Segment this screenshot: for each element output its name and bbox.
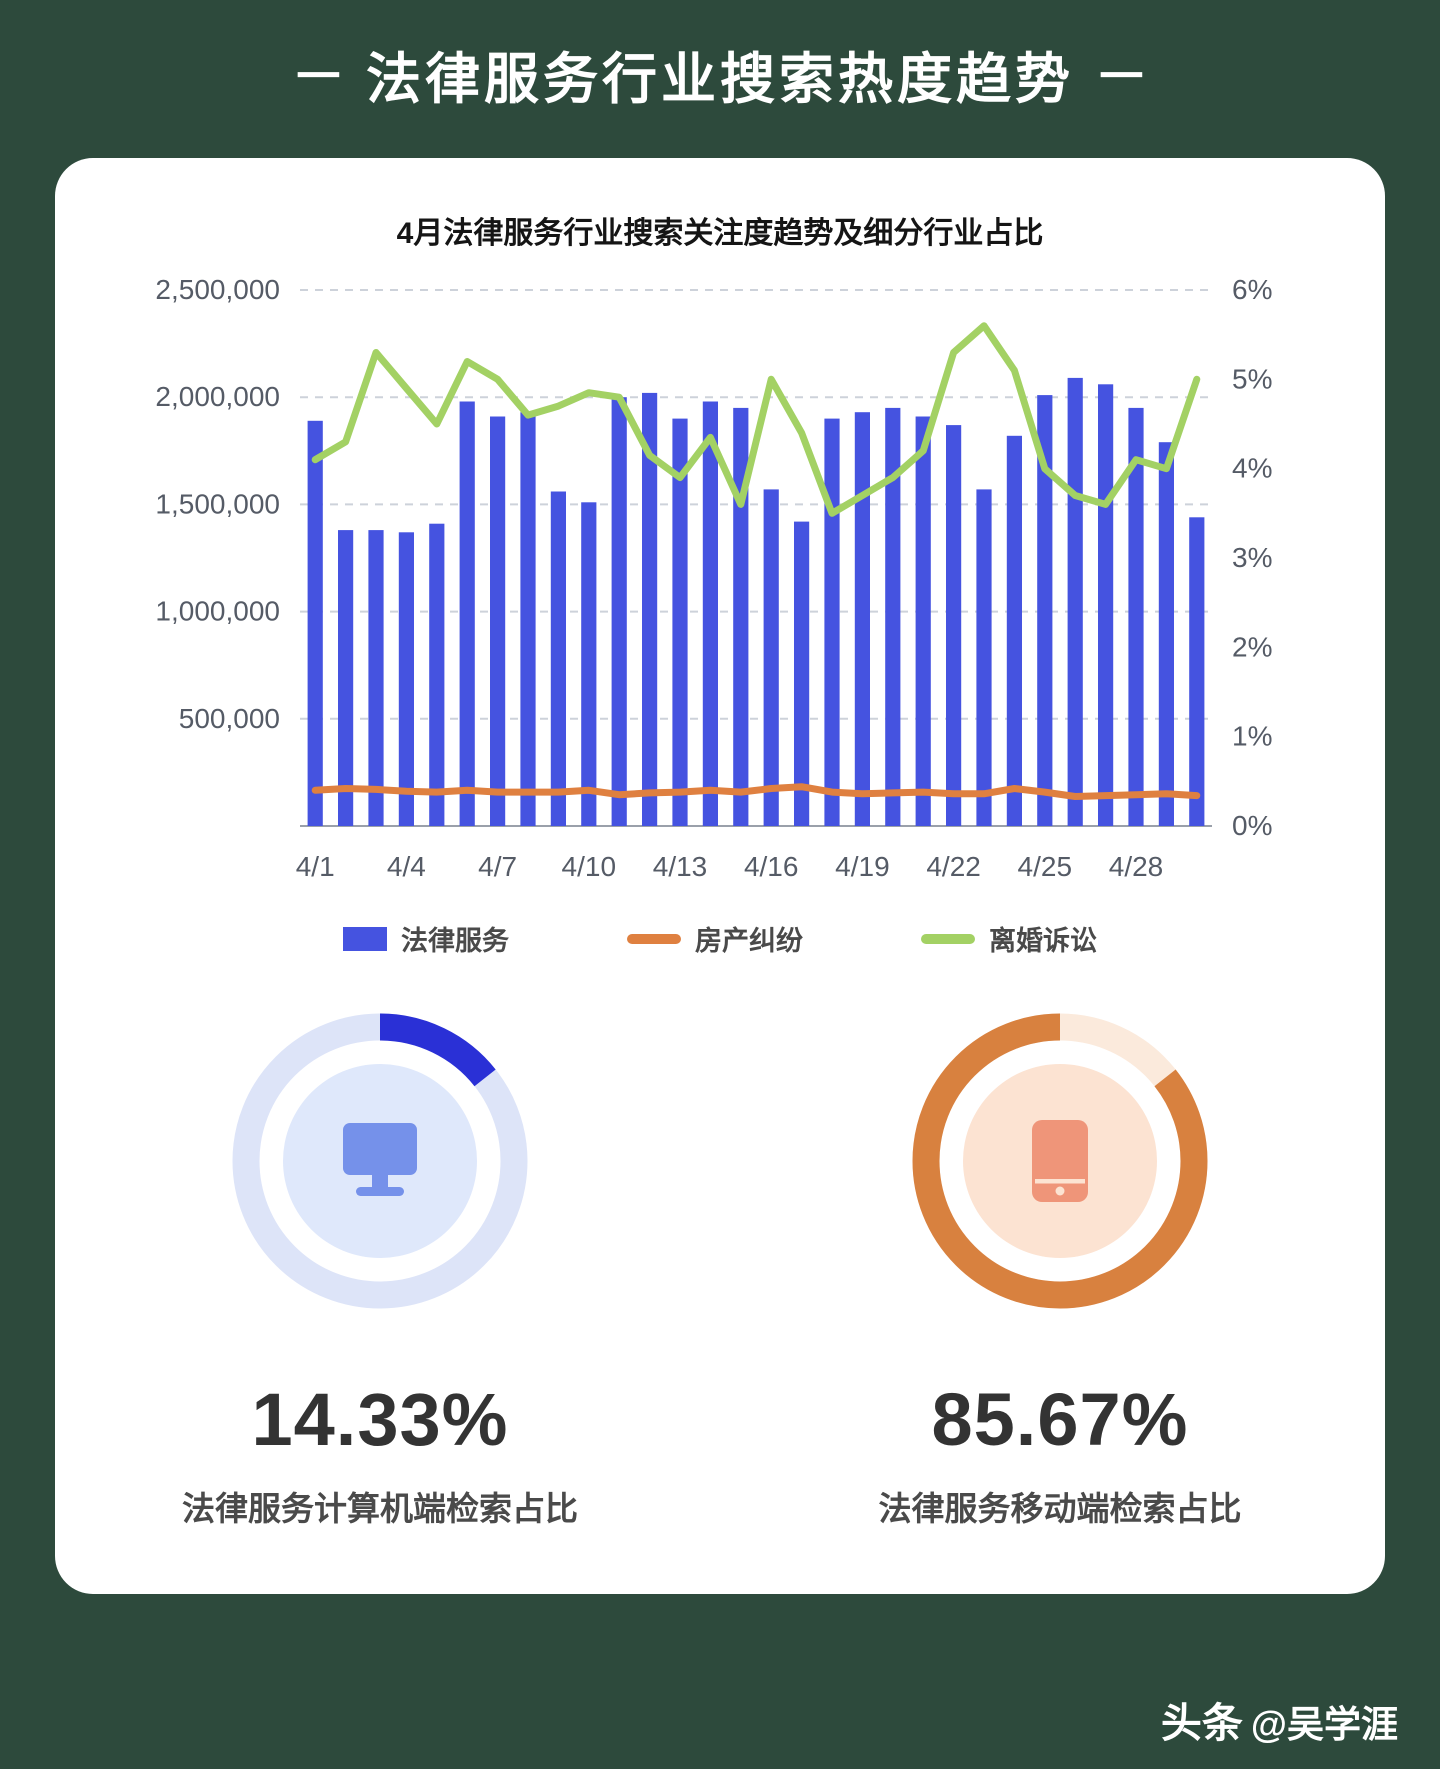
donut-section: 14.33% 法律服务计算机端检索占比 85.67% 法律服务移动端检索占比 (83, 1002, 1357, 1530)
donut-progress-arc (912, 1013, 1208, 1309)
combo-chart-svg: 2,500,000 2,000,000 1,500,000 1,000,000 500,… (155, 274, 1272, 882)
pc-donut-chart (221, 1002, 539, 1325)
content-card: 4月法律服务行业搜索关注度趋势及细分行业占比 2,500,000 2,000,00… (55, 158, 1385, 1594)
bar (1037, 395, 1053, 826)
left-axis-tick: 500,000 (179, 703, 280, 734)
mobile-donut-chart (901, 1002, 1219, 1325)
chart-title: 4月法律服务行业搜索关注度趋势及细分行业占比 (396, 217, 1044, 250)
x-axis-tick: 4/28 (1109, 851, 1164, 882)
x-axis-tick: 4/10 (562, 851, 617, 882)
page-header: − 法律服务行业搜索热度趋势 − (0, 0, 1440, 114)
page-title: 法律服务行业搜索热度趋势 (365, 48, 1074, 110)
bar (763, 489, 779, 826)
x-axis-tick: 4/1 (296, 851, 335, 882)
pc-donut-block: 14.33% 法律服务计算机端检索占比 (120, 1002, 640, 1530)
right-axis-tick: 3% (1232, 542, 1272, 573)
left-axis-tick: 1,500,000 (155, 488, 280, 519)
x-axis-tick: 4/22 (926, 851, 981, 882)
mobile-percent-value: 85.67% (931, 1378, 1189, 1461)
line-series (311, 322, 1201, 517)
right-axis-tick: 2% (1232, 631, 1272, 662)
bar (672, 418, 688, 826)
legend-item-divorce-litigation: 离婚诉讼 (921, 919, 1097, 958)
bar (520, 412, 536, 826)
right-axis-tick: 1% (1232, 721, 1272, 752)
legend-label: 法律服务 (401, 926, 509, 956)
x-axis-tick: 4/16 (744, 851, 799, 882)
line-series (311, 783, 1201, 800)
line-swatch-icon (921, 933, 975, 944)
bar (1067, 377, 1083, 826)
right-axis-tick: 6% (1232, 274, 1272, 305)
bar (824, 418, 840, 826)
bar (490, 416, 506, 826)
bar (368, 530, 384, 826)
legend-label: 房产纠纷 (695, 926, 803, 956)
bar (459, 401, 475, 826)
bar (398, 532, 414, 826)
pc-caption: 法律服务计算机端检索占比 (182, 1490, 578, 1527)
bar (611, 397, 627, 826)
combo-chart: 2,500,000 2,000,000 1,500,000 1,000,000 500,… (83, 264, 1357, 915)
bar (1189, 517, 1205, 826)
right-axis-tick: 0% (1232, 810, 1272, 841)
bar-swatch-icon (343, 926, 387, 951)
bar (581, 502, 597, 826)
title-dash-left: − (294, 48, 343, 100)
x-axis-tick: 4/7 (478, 851, 517, 882)
bar (794, 521, 810, 826)
legend-label: 离婚诉讼 (989, 926, 1097, 956)
bar (854, 412, 870, 826)
mobile-caption: 法律服务移动端检索占比 (878, 1490, 1242, 1527)
x-axis-tick: 4/4 (387, 851, 426, 882)
bar (733, 407, 749, 826)
bar (338, 530, 354, 826)
watermark-brand: 头条 (1160, 1700, 1243, 1746)
x-axis-tick: 4/25 (1018, 851, 1073, 882)
mobile-donut-block: 85.67% 法律服务移动端检索占比 (800, 1002, 1320, 1530)
pc-percent-value: 14.33% (251, 1378, 509, 1461)
bar (307, 420, 323, 826)
pc-donut-svg (232, 1013, 528, 1309)
bar (1158, 442, 1174, 826)
line-swatch-icon (627, 933, 681, 944)
bar (642, 392, 658, 826)
legend-item-property-dispute: 房产纠纷 (627, 919, 803, 958)
x-axis-tick: 4/13 (653, 851, 708, 882)
bar (976, 489, 992, 826)
left-axis-tick: 1,000,000 (155, 596, 280, 627)
left-axis-tick: 2,000,000 (155, 381, 280, 412)
watermark: 头条 @吴学涯 (1161, 1689, 1398, 1749)
legend-item-legal-services: 法律服务 (343, 919, 509, 958)
x-axis-tick: 4/19 (835, 851, 890, 882)
bar (915, 416, 931, 826)
title-dash-right: − (1097, 48, 1146, 100)
watermark-author: @吴学涯 (1250, 1704, 1398, 1745)
mobile-phone-icon (1032, 1120, 1088, 1202)
donut-progress-arc (232, 1013, 528, 1309)
right-axis-tick: 5% (1232, 363, 1272, 394)
bar (429, 523, 445, 826)
bar (550, 491, 566, 826)
bar (885, 407, 901, 826)
bar (1098, 384, 1114, 826)
bar (1128, 407, 1144, 826)
bar-series (307, 377, 1205, 826)
bar (1006, 435, 1022, 826)
bar (702, 401, 718, 826)
left-axis-tick: 2,500,000 (155, 274, 280, 305)
desktop-computer-icon (343, 1123, 417, 1196)
mobile-donut-svg (912, 1013, 1208, 1309)
bar (946, 425, 962, 826)
right-axis-tick: 4% (1232, 453, 1272, 484)
chart-legend: 法律服务 房产纠纷 离婚诉讼 (83, 919, 1357, 958)
